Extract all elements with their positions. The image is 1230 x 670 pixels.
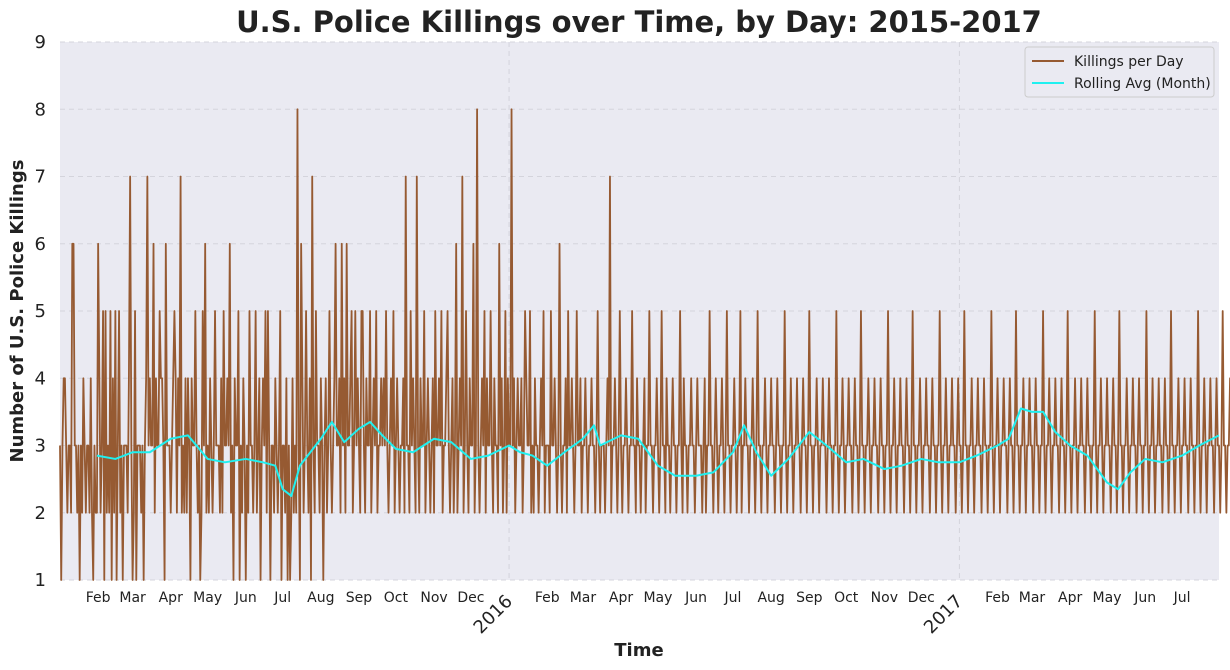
x-tick-label: Dec: [908, 590, 935, 606]
x-tick-label: Feb: [985, 590, 1010, 606]
x-tick-label: Nov: [420, 590, 447, 606]
x-tick-label: Nov: [871, 590, 898, 606]
x-tick-label: Feb: [86, 590, 111, 606]
y-tick-label: 3: [35, 436, 46, 457]
x-tick-label: Oct: [384, 590, 409, 606]
y-tick-label: 2: [35, 503, 46, 524]
x-tick-label: May: [1093, 590, 1122, 606]
x-tick-label: Dec: [457, 590, 484, 606]
series-line-killings-per-day: [59, 108, 1230, 581]
y-axis-label: Number of U.S. Police Killings: [7, 160, 28, 463]
legend: Killings per Day Rolling Avg (Month): [1024, 46, 1215, 98]
x-axis-label: Time: [614, 640, 663, 661]
x-tick-label: Sep: [346, 590, 373, 606]
x-tick-label: Jul: [1173, 590, 1191, 606]
chart-title: U.S. Police Killings over Time, by Day: …: [236, 5, 1042, 39]
x-tick-label: Apr: [159, 590, 183, 606]
x-tick-label: Aug: [307, 590, 334, 606]
series-line-rolling-avg: [96, 407, 1220, 497]
x-tick-label: Aug: [757, 590, 784, 606]
x-tick-label: Jun: [234, 590, 257, 606]
y-tick-label: 9: [35, 32, 46, 53]
y-tick-label: 4: [35, 368, 46, 389]
y-axis-ticks: 1 2 3 4 5 6 7 8 9: [35, 32, 46, 591]
x-tick-label: Feb: [535, 590, 560, 606]
y-tick-label: 7: [35, 167, 46, 188]
legend-label-rolling-avg: Rolling Avg (Month): [1074, 76, 1211, 92]
x-tick-label: Jun: [1133, 590, 1156, 606]
y-tick-label: 6: [35, 234, 46, 255]
x-tick-label: May: [193, 590, 222, 606]
x-tick-label: Mar: [570, 590, 597, 606]
x-tick-label: Sep: [796, 590, 823, 606]
x-tick-label: Mar: [1019, 590, 1046, 606]
x-tick-label: Jul: [273, 590, 291, 606]
x-tick-label: Oct: [834, 590, 859, 606]
y-tick-label: 5: [35, 301, 46, 322]
x-tick-label: Jul: [724, 590, 742, 606]
y-tick-label: 1: [35, 570, 46, 591]
legend-label-killings: Killings per Day: [1074, 54, 1184, 70]
series-layer: [59, 108, 1230, 581]
x-tick-label: Mar: [119, 590, 146, 606]
legend-box: [1024, 46, 1215, 98]
x-tick-label: Apr: [1058, 590, 1082, 606]
x-tick-label: Jun: [684, 590, 707, 606]
x-tick-label: Apr: [609, 590, 633, 606]
y-tick-label: 8: [35, 99, 46, 120]
x-tick-label: May: [643, 590, 672, 606]
